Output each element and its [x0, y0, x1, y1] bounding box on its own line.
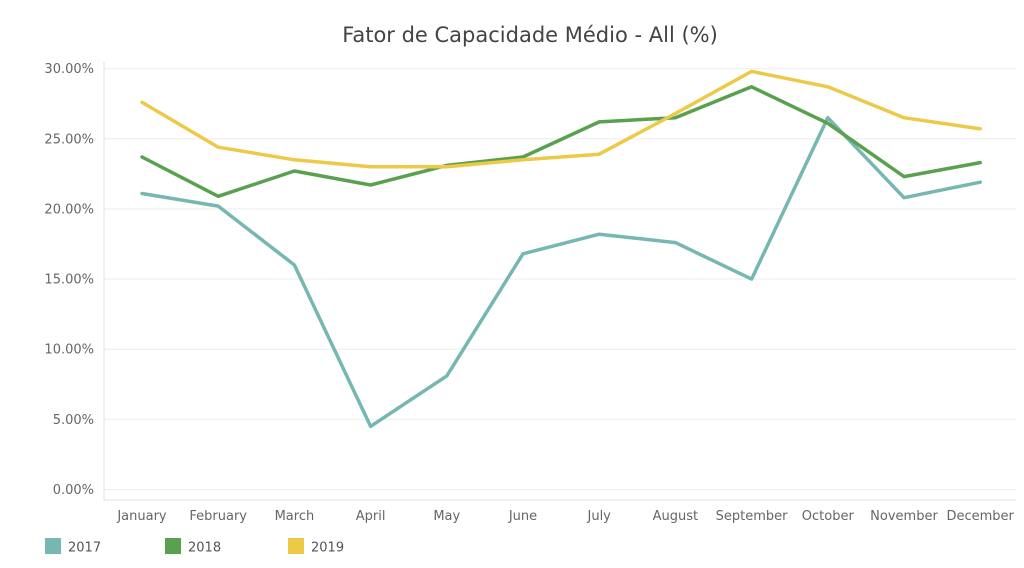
legend-item-2019[interactable]: 2019	[288, 538, 344, 556]
legend-swatch	[45, 538, 61, 554]
x-axis: January February March April May June July Augu…	[116, 509, 1014, 524]
x-tick-label: July	[587, 509, 612, 524]
x-tick-label: December	[946, 509, 1014, 524]
series-line-2018	[140, 85, 982, 199]
legend[interactable]: 2017 2018 2019	[45, 538, 344, 556]
legend-label: 2018	[188, 541, 221, 556]
x-tick-label: November	[870, 509, 938, 524]
legend-swatch	[288, 538, 304, 554]
x-tick-label: February	[189, 509, 247, 524]
series-line-2019	[140, 69, 982, 169]
legend-label: 2019	[311, 541, 344, 556]
y-tick-label: 5.00%	[53, 413, 94, 428]
x-tick-label: June	[508, 509, 537, 524]
chart-title: Fator de Capacidade Médio - All (%)	[342, 23, 718, 47]
legend-item-2018[interactable]: 2018	[165, 538, 221, 556]
x-tick-label: October	[802, 509, 855, 524]
series-line-2017	[140, 115, 982, 429]
x-tick-label: September	[716, 509, 789, 524]
x-tick-label: March	[275, 509, 315, 524]
y-tick-label: 0.00%	[53, 483, 94, 498]
y-tick-label: 10.00%	[44, 343, 94, 358]
x-tick-label: January	[116, 509, 167, 524]
x-tick-label: August	[653, 509, 699, 524]
x-tick-label: April	[356, 509, 386, 524]
series-lines	[140, 69, 982, 429]
y-tick-label: 15.00%	[44, 273, 94, 288]
y-tick-label: 20.00%	[44, 202, 94, 217]
y-axis: 0.00% 5.00% 10.00% 15.00% 20.00% 25.00% 30.00%	[44, 62, 94, 498]
grid	[103, 62, 1016, 501]
legend-swatch	[165, 538, 181, 554]
x-tick-label: May	[433, 509, 460, 524]
legend-label: 2017	[68, 541, 101, 556]
y-tick-label: 30.00%	[44, 62, 94, 77]
legend-item-2017[interactable]: 2017	[45, 538, 101, 556]
y-tick-label: 25.00%	[44, 132, 94, 147]
